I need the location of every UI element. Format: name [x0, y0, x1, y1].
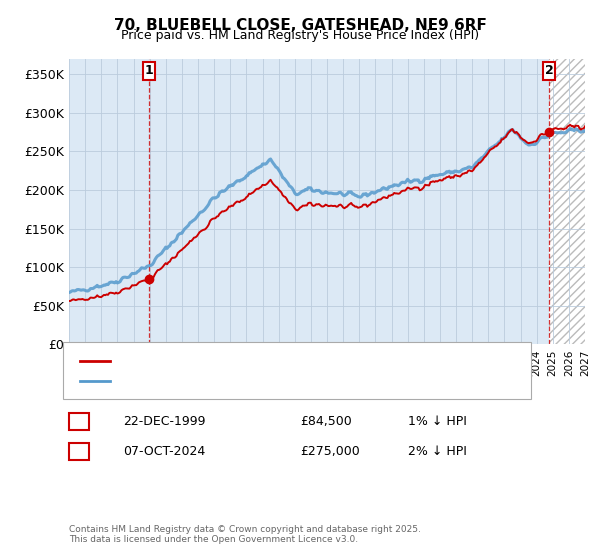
Text: 22-DEC-1999: 22-DEC-1999 — [123, 415, 205, 428]
Text: 70, BLUEBELL CLOSE, GATESHEAD, NE9 6RF (detached house): 70, BLUEBELL CLOSE, GATESHEAD, NE9 6RF (… — [116, 356, 463, 366]
FancyBboxPatch shape — [143, 62, 155, 80]
Text: HPI: Average price, detached house, Gateshead: HPI: Average price, detached house, Gate… — [116, 376, 383, 386]
Text: 2: 2 — [545, 64, 553, 77]
Text: 70, BLUEBELL CLOSE, GATESHEAD, NE9 6RF: 70, BLUEBELL CLOSE, GATESHEAD, NE9 6RF — [113, 18, 487, 33]
FancyBboxPatch shape — [544, 62, 554, 80]
Text: £84,500: £84,500 — [300, 415, 352, 428]
Text: Contains HM Land Registry data © Crown copyright and database right 2025.
This d: Contains HM Land Registry data © Crown c… — [69, 525, 421, 544]
Text: 1% ↓ HPI: 1% ↓ HPI — [408, 415, 467, 428]
Text: Price paid vs. HM Land Registry's House Price Index (HPI): Price paid vs. HM Land Registry's House … — [121, 29, 479, 42]
Text: 2: 2 — [75, 445, 83, 458]
Text: 07-OCT-2024: 07-OCT-2024 — [123, 445, 205, 458]
Text: 2% ↓ HPI: 2% ↓ HPI — [408, 445, 467, 458]
Text: 1: 1 — [75, 415, 83, 428]
Bar — [549, 59, 585, 344]
Text: £275,000: £275,000 — [300, 445, 360, 458]
Text: 1: 1 — [145, 64, 154, 77]
